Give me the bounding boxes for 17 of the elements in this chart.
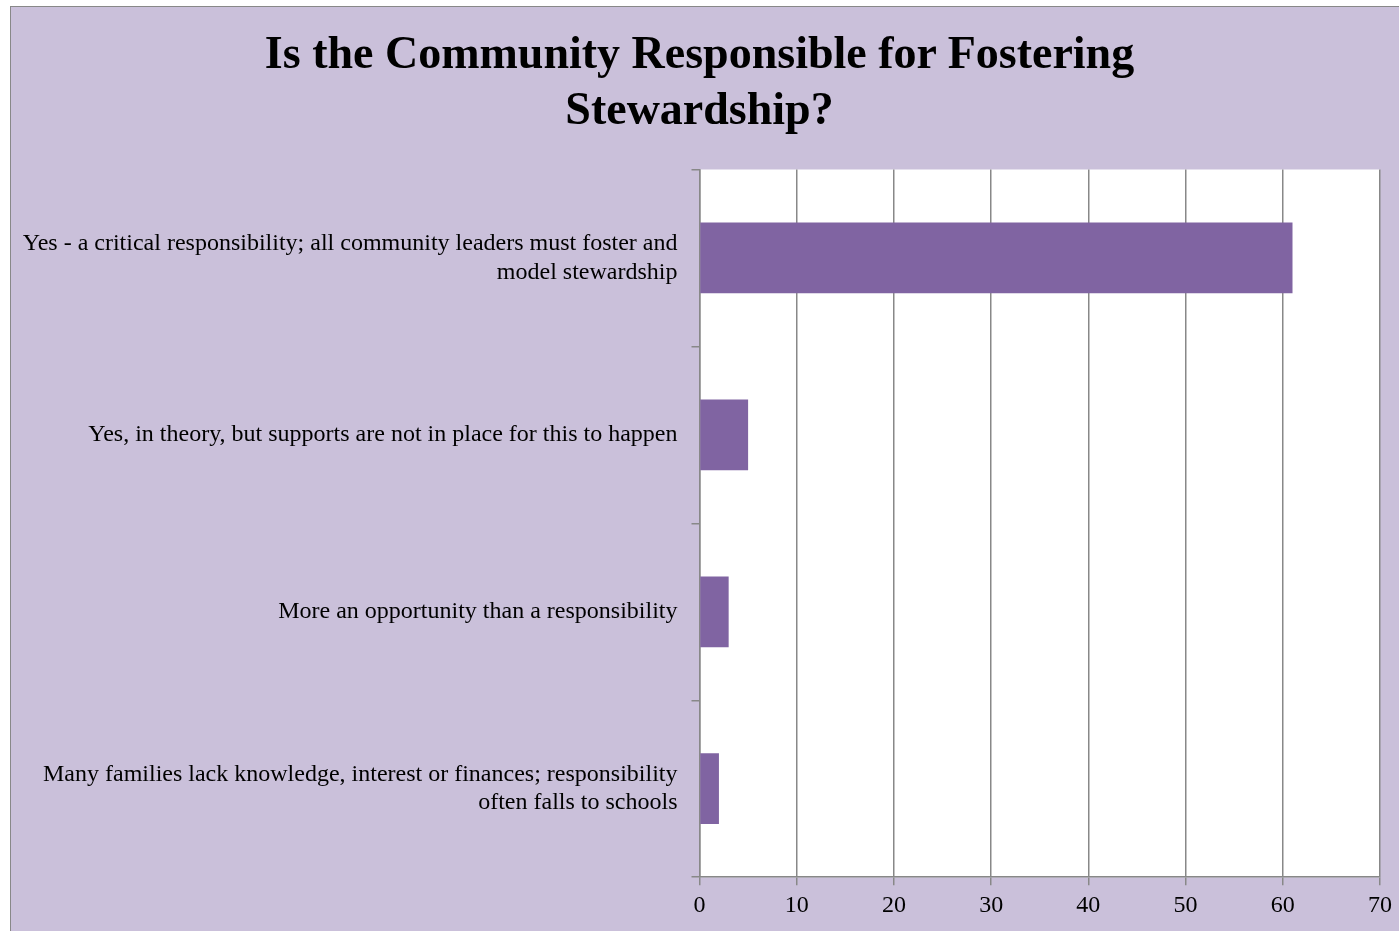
x-tick-label: 0 [693,890,706,917]
y-tick-label: Many families lack knowledge, interest or finances; responsibility often falls to schools [43,759,678,815]
x-tick-label: 30 [979,890,1004,917]
bar [700,753,719,825]
y-tick-label: Yes, in theory, but supports are not in place for this to happen [88,420,678,447]
x-tick-label: 60 [1270,890,1295,917]
x-tick-label: 70 [1368,890,1392,917]
bar [700,399,749,471]
x-tick-label: 20 [881,890,906,917]
x-tick-label: 40 [1076,890,1101,917]
bar [700,576,729,648]
y-tick-label: More an opportunity than a responsibility [278,597,678,624]
bar [700,222,1293,294]
x-tick-label: 10 [784,890,809,917]
chart-title: Is the Community Responsible for Fostering Stewardship? [264,27,1135,134]
y-tick-label: Yes - a critical responsibility; all community leaders must foster and model stewardship [22,228,678,284]
x-tick-label: 50 [1173,890,1198,917]
